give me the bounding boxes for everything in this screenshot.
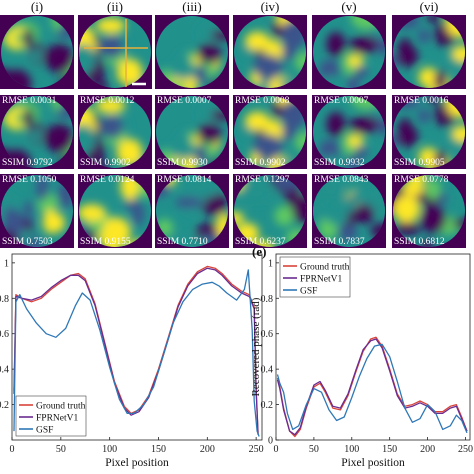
ssim-label: SSIM 0.9902 bbox=[235, 158, 286, 168]
legend-entry: FPRNetV1 bbox=[36, 414, 78, 424]
phase-map-tile: RMSE 0.1297 SSIM 0.6237 bbox=[233, 174, 307, 248]
phase-map-tile: RMSE 0.0778 SSIM 0.6812 bbox=[392, 174, 466, 248]
y-tick-label: 0.8 bbox=[0, 294, 9, 305]
legend-entry: Ground truth bbox=[36, 402, 86, 412]
rmse-label: RMSE 0.0031 bbox=[2, 96, 57, 106]
x-axis-label: Pixel position bbox=[341, 457, 405, 469]
ssim-label: SSIM 0.7710 bbox=[157, 237, 208, 247]
phase-map-tile: RMSE 0.0031 SSIM 0.9792 bbox=[0, 95, 74, 169]
panel-label: (e) bbox=[252, 244, 266, 259]
y-tick-label: 0.2 bbox=[0, 400, 9, 411]
x-tick-label: 50 bbox=[56, 444, 66, 455]
plot-panel: 0 50 100 150 200 250 0 0.2 0.4 0.6 0.8 1 Pixel posit… bbox=[250, 244, 473, 469]
plot-frame bbox=[11, 253, 263, 441]
column-label: (v) bbox=[341, 0, 357, 14]
y-tick-label: 1 bbox=[268, 258, 273, 269]
column-label: (iii) bbox=[182, 0, 202, 14]
x-tick-label: 0 bbox=[10, 444, 15, 455]
phase-map-tile: RMSE 0.0124 SSIM 0.9155 bbox=[78, 174, 152, 248]
column-label: (vi) bbox=[419, 0, 439, 14]
legend-entry: GSF bbox=[36, 426, 53, 436]
rmse-label: RMSE 0.0012 bbox=[80, 96, 135, 106]
legend-entry: GSF bbox=[300, 287, 317, 297]
x-axis-label: Pixel position bbox=[105, 457, 169, 469]
phase-map-tile bbox=[0, 15, 74, 89]
rmse-label: RMSE 0.0008 bbox=[235, 96, 290, 106]
ssim-label: SSIM 0.9902 bbox=[80, 158, 131, 168]
ssim-label: SSIM 0.9930 bbox=[157, 158, 208, 168]
x-tick-label: 0 bbox=[274, 444, 279, 455]
rmse-label: RMSE 0.0124 bbox=[80, 175, 135, 185]
series-line-gsf bbox=[13, 269, 260, 437]
ssim-label: SSIM 0.9932 bbox=[314, 158, 365, 168]
rmse-label: RMSE 0.0843 bbox=[314, 175, 369, 185]
x-tick-label: 250 bbox=[458, 444, 473, 455]
x-tick-label: 150 bbox=[151, 444, 166, 455]
y-tick-label: 0.4 bbox=[0, 365, 9, 376]
phase-map-tile bbox=[233, 15, 307, 89]
x-tick-label: 250 bbox=[249, 444, 264, 455]
phase-map-tile: RMSE 0.0007 SSIM 0.9930 bbox=[155, 95, 229, 169]
rmse-label: RMSE 0.1297 bbox=[235, 175, 290, 185]
rmse-label: RMSE 0.0016 bbox=[394, 96, 449, 106]
rmse-label: RMSE 0.0814 bbox=[157, 175, 212, 185]
y-tick-label: 0.2 bbox=[261, 400, 274, 411]
series-line-ground-truth bbox=[276, 336, 468, 438]
x-tick-label: 150 bbox=[382, 444, 397, 455]
column-label: (iv) bbox=[260, 0, 280, 14]
series-line-gsf bbox=[276, 343, 468, 434]
y-tick-label: 0.6 bbox=[0, 329, 9, 340]
y-tick-label: 0.8 bbox=[261, 294, 274, 305]
y-axis-label: Recovered phase (rad) bbox=[250, 297, 262, 396]
legend: Ground truth FPRNetV1 GSF bbox=[15, 395, 87, 437]
phase-map-tile: RMSE 0.0012 SSIM 0.9902 bbox=[78, 95, 152, 169]
phase-map-tile bbox=[312, 15, 386, 89]
phase-map-tile: RMSE 0.1050 SSIM 0.7503 bbox=[0, 174, 74, 248]
y-tick-label: 0.6 bbox=[261, 329, 274, 340]
plot-panel: 0 50 100 150 200 250 0.2 0.4 0.6 0.8 1 Pixel positi… bbox=[0, 253, 264, 469]
rmse-label: RMSE 0.0007 bbox=[314, 96, 369, 106]
legend-entry: Ground truth bbox=[300, 263, 350, 273]
phase-map-tile: RMSE 0.0843 SSIM 0.7837 bbox=[312, 174, 386, 248]
rmse-label: RMSE 0.1050 bbox=[2, 175, 57, 185]
x-tick-label: 200 bbox=[200, 444, 215, 455]
x-tick-label: 200 bbox=[420, 444, 435, 455]
phase-map-tile bbox=[392, 15, 466, 89]
series-line-ground-truth bbox=[13, 265, 259, 435]
phase-map-tile bbox=[78, 15, 152, 89]
phase-map-tile: RMSE 0.0008 SSIM 0.9902 bbox=[233, 95, 307, 169]
y-tick-label: 1 bbox=[4, 258, 9, 269]
ssim-label: SSIM 0.6812 bbox=[394, 237, 445, 247]
ssim-label: SSIM 0.9792 bbox=[2, 158, 53, 168]
legend-entry: FPRNetV1 bbox=[300, 275, 342, 285]
legend: Ground truth FPRNetV1 GSF bbox=[279, 256, 351, 298]
x-tick-label: 50 bbox=[309, 444, 319, 455]
phase-map-tile: RMSE 0.0814 SSIM 0.7710 bbox=[155, 174, 229, 248]
ssim-label: SSIM 0.7503 bbox=[2, 237, 53, 247]
series-line-fprnetv1 bbox=[13, 267, 259, 435]
ssim-label: SSIM 0.7837 bbox=[314, 237, 365, 247]
column-label: (ii) bbox=[107, 0, 123, 14]
ssim-label: SSIM 0.9155 bbox=[80, 237, 131, 247]
rmse-label: RMSE 0.0007 bbox=[157, 96, 212, 106]
plot-frame bbox=[275, 253, 471, 441]
x-tick-label: 100 bbox=[344, 444, 359, 455]
rmse-label: RMSE 0.0778 bbox=[394, 175, 449, 185]
y-tick-label: 0 bbox=[268, 436, 273, 447]
ssim-label: SSIM 0.9905 bbox=[394, 158, 445, 168]
phase-map-tile: RMSE 0.0007 SSIM 0.9932 bbox=[312, 95, 386, 169]
ssim-label: SSIM 0.6237 bbox=[235, 237, 286, 247]
phase-map-tile bbox=[155, 15, 229, 89]
y-tick-label: 0.4 bbox=[261, 365, 274, 376]
phase-map-tile: RMSE 0.0016 SSIM 0.9905 bbox=[392, 95, 466, 169]
x-tick-label: 100 bbox=[102, 444, 117, 455]
column-label: (i) bbox=[30, 0, 44, 14]
